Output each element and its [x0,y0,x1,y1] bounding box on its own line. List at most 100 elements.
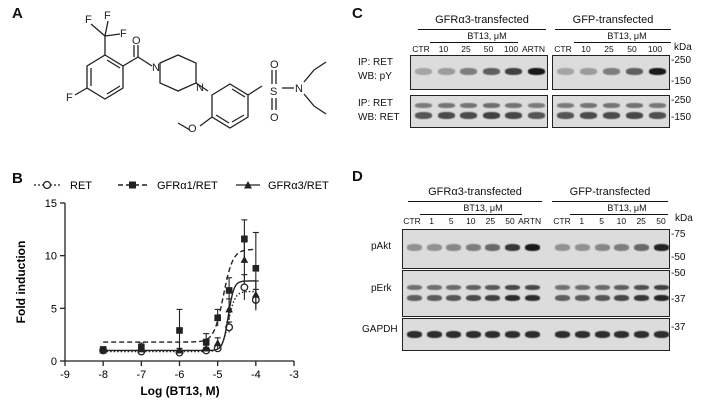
atom-o: O [132,35,141,47]
lane-label: 1 [429,216,434,226]
y-tick-label: 5 [51,303,57,315]
blot-band [557,103,574,108]
blot-band [465,285,481,290]
kda-marker: -250 [671,95,692,106]
row-label: IP: RET [358,98,394,109]
data-point-square [176,327,183,334]
legend-label: GFRα1/RET [157,180,218,192]
concentration-label: BT13, μM [607,203,647,213]
group-label-gfra3: GFRα3-transfected [435,14,529,26]
blot-band [594,331,610,338]
western-blot-ret-gfp [552,95,670,128]
blot-band [505,68,522,75]
blot-band [634,295,650,301]
blot-band [407,244,422,251]
x-tick-label: -6 [175,369,185,381]
y-axis-title: Fold induction [14,241,28,324]
blot-band [555,244,570,251]
lane-label: CTR [403,216,421,226]
atom-o: O [270,112,279,124]
atom-f: F [120,28,127,40]
panel-label-a: A [12,5,23,22]
blot-band [437,112,455,119]
group-label-gfp: GFP-transfected [572,14,654,26]
data-point-square [241,235,248,243]
atom-f: F [85,14,92,26]
blot-band [626,68,643,75]
blot-band [426,331,442,338]
y-tick-label: 15 [45,198,57,210]
blot-band [505,112,522,119]
blot-band [426,244,442,251]
chart-legend: RET GFRα1/RET GFRα3/RET [34,180,329,192]
blot-band [460,68,477,75]
blot-band [482,112,500,119]
x-axis-title: Log (BT13, M) [140,384,219,398]
blot-band [594,285,610,290]
blot-band [437,68,455,75]
kda-marker: -37 [671,322,686,333]
blot-band [614,295,630,301]
blot-band [524,295,540,301]
western-blot-perk [402,270,670,317]
blot-band [505,103,522,108]
data-point-triangle [225,305,233,313]
concentration-label: BT13, μM [463,203,503,213]
lane-label: 25 [636,216,646,226]
western-blot-ret-gfra3 [410,95,548,128]
atom-s: S [270,86,277,98]
blot-band [505,244,520,251]
blot-band [524,331,540,338]
blot-band [482,68,500,75]
lane-label: 5 [599,216,604,226]
lane-label: CTR [554,44,572,54]
blot-band [485,244,501,251]
blot-band [505,331,520,338]
blot-band [626,103,643,108]
atom-o: O [270,59,279,71]
row-label: IP: RET [358,57,394,68]
blot-band [407,331,422,338]
data-point-square [252,265,260,272]
blot-band [603,112,620,119]
blot-band [555,331,570,338]
western-blot-gapdh [402,318,670,351]
atom-n: N [152,62,160,74]
legend-marker-circle [42,180,52,190]
kda-marker: -50 [671,268,686,279]
blot-band [524,285,540,290]
blot-band [594,244,610,251]
kda-marker: -50 [671,252,686,263]
blot-band [555,295,570,301]
blot-band [580,112,597,119]
lane-label: CTR [553,216,571,226]
lane-label: 10 [581,44,591,54]
kda-header: kDa [675,213,693,224]
kda-marker: -150 [671,76,692,87]
data-point-triangle [252,290,260,298]
blot-band [485,285,501,290]
blot-band [634,285,650,290]
lane-label: 10 [616,216,627,226]
data-point-square [214,314,221,322]
fit-curve-circle [103,290,256,353]
kda-marker: -250 [671,55,692,66]
y-tick-label: 0 [51,356,57,368]
blot-band [415,103,432,108]
data-point-triangle [99,346,107,354]
data-point-triangle [137,345,146,353]
blot-band [527,112,545,119]
group-label-gfra3: GFRα3-transfected [428,186,522,198]
data-point-triangle [202,344,211,352]
legend-marker-triangle [244,181,252,189]
blot-band [407,285,422,290]
blot-band [465,331,481,338]
atom-n: N [295,83,303,95]
blot-band [634,331,650,338]
row-label: pAkt [371,241,392,252]
blot-band [574,244,590,251]
blot-band [485,331,501,338]
data-point-square [202,338,210,346]
blot-band [505,295,520,301]
group-underline [408,201,542,202]
